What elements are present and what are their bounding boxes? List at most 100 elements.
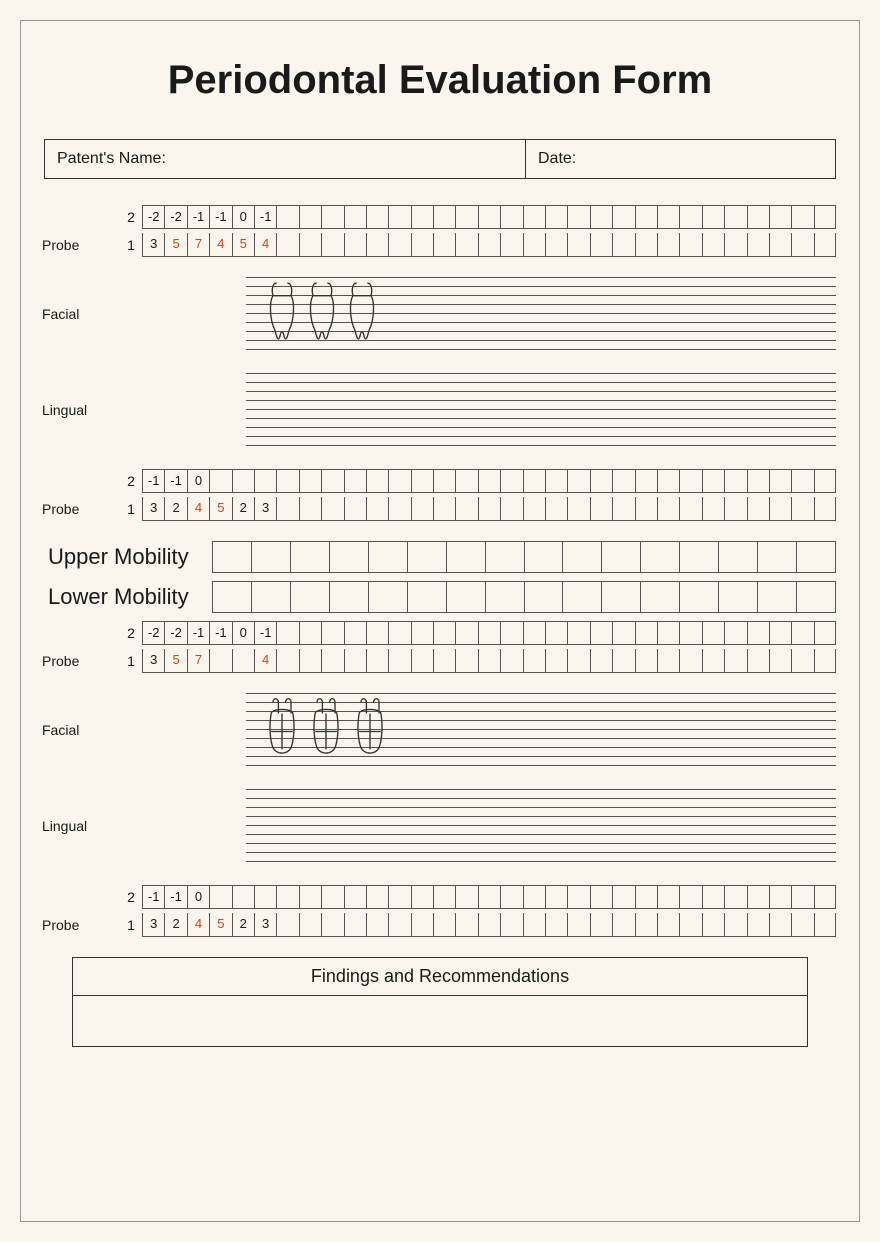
grid-cell[interactable]: -1 — [254, 621, 276, 645]
mobility-cell[interactable] — [718, 581, 757, 613]
grid-cell[interactable]: 5 — [232, 233, 254, 257]
grid-cell[interactable] — [299, 497, 321, 521]
mobility-cell[interactable] — [485, 581, 524, 613]
grid-cell[interactable] — [478, 205, 500, 229]
grid-cell[interactable] — [366, 497, 388, 521]
grid-cell[interactable] — [455, 205, 477, 229]
grid-cell[interactable] — [232, 885, 254, 909]
grid-cell[interactable] — [344, 469, 366, 493]
grid-cell[interactable] — [791, 913, 813, 937]
grid-cell[interactable]: 5 — [209, 497, 231, 521]
grid-cell[interactable] — [791, 885, 813, 909]
grid-cell[interactable] — [299, 621, 321, 645]
grid-cell[interactable] — [500, 621, 522, 645]
grid-cell[interactable] — [612, 885, 634, 909]
grid-row[interactable]: -1-10 — [142, 885, 836, 909]
grid-cell[interactable] — [433, 233, 455, 257]
patient-name-label[interactable]: Patent's Name: — [45, 140, 526, 178]
grid-cell[interactable] — [679, 649, 701, 673]
grid-cell[interactable] — [791, 649, 813, 673]
grid-cell[interactable] — [433, 205, 455, 229]
grid-row[interactable]: -1-10 — [142, 469, 836, 493]
mobility-cell[interactable] — [796, 541, 836, 573]
grid-cell[interactable] — [747, 497, 769, 521]
grid-cell[interactable] — [657, 497, 679, 521]
grid-cell[interactable] — [702, 621, 724, 645]
grid-cell[interactable] — [299, 649, 321, 673]
grid-cell[interactable] — [433, 469, 455, 493]
grid-cell[interactable] — [679, 233, 701, 257]
grid-cell[interactable]: 0 — [187, 469, 209, 493]
grid-cell[interactable] — [276, 233, 298, 257]
grid-cell[interactable] — [814, 205, 836, 229]
grid-cell[interactable] — [657, 885, 679, 909]
grid-cell[interactable] — [545, 497, 567, 521]
grid-cell[interactable]: 3 — [254, 497, 276, 521]
grid-row[interactable]: 357454 — [142, 233, 836, 257]
grid-cell[interactable] — [232, 649, 254, 673]
grid-cell[interactable] — [769, 885, 791, 909]
mobility-cell[interactable] — [329, 581, 368, 613]
grid-cell[interactable]: 4 — [209, 233, 231, 257]
grid-cell[interactable] — [567, 233, 589, 257]
grid-cell[interactable]: -1 — [164, 885, 186, 909]
grid-cell[interactable]: 7 — [187, 233, 209, 257]
grid-cell[interactable] — [590, 885, 612, 909]
grid-cell[interactable] — [433, 885, 455, 909]
grid-cell[interactable] — [567, 885, 589, 909]
grid-cell[interactable] — [500, 233, 522, 257]
grid-cell[interactable] — [657, 649, 679, 673]
grid-cell[interactable] — [523, 913, 545, 937]
grid-cell[interactable] — [344, 233, 366, 257]
grid-cell[interactable] — [679, 885, 701, 909]
grid-cell[interactable]: 0 — [187, 885, 209, 909]
grid-cell[interactable] — [344, 621, 366, 645]
grid-cell[interactable] — [814, 885, 836, 909]
grid-cell[interactable] — [590, 233, 612, 257]
grid-cell[interactable]: 0 — [232, 205, 254, 229]
lined-area[interactable] — [246, 693, 836, 767]
grid-cell[interactable] — [299, 233, 321, 257]
grid-cell[interactable] — [366, 233, 388, 257]
grid-cell[interactable] — [209, 469, 231, 493]
grid-cell[interactable] — [590, 621, 612, 645]
grid-cell[interactable] — [747, 469, 769, 493]
grid-cell[interactable] — [702, 649, 724, 673]
grid-cell[interactable] — [724, 497, 746, 521]
grid-cell[interactable] — [321, 913, 343, 937]
grid-cell[interactable] — [635, 233, 657, 257]
grid-cell[interactable] — [814, 913, 836, 937]
grid-cell[interactable] — [814, 469, 836, 493]
grid-cell[interactable] — [523, 649, 545, 673]
grid-cell[interactable]: -1 — [187, 205, 209, 229]
grid-cell[interactable] — [321, 469, 343, 493]
grid-cell[interactable] — [545, 469, 567, 493]
grid-cell[interactable] — [388, 205, 410, 229]
grid-cell[interactable] — [366, 469, 388, 493]
grid-cell[interactable]: 4 — [187, 913, 209, 937]
mobility-cell[interactable] — [640, 541, 679, 573]
grid-cell[interactable] — [276, 885, 298, 909]
grid-cell[interactable] — [545, 621, 567, 645]
grid-cell[interactable] — [388, 913, 410, 937]
grid-cell[interactable] — [657, 913, 679, 937]
mobility-cell[interactable] — [251, 581, 290, 613]
grid-cell[interactable] — [254, 469, 276, 493]
grid-cell[interactable]: -1 — [187, 621, 209, 645]
grid-cell[interactable] — [321, 885, 343, 909]
grid-cell[interactable] — [411, 205, 433, 229]
grid-cell[interactable] — [679, 913, 701, 937]
grid-cell[interactable] — [612, 469, 634, 493]
grid-cell[interactable] — [500, 469, 522, 493]
grid-cell[interactable] — [388, 885, 410, 909]
grid-cell[interactable] — [411, 885, 433, 909]
grid-cell[interactable] — [545, 885, 567, 909]
grid-cell[interactable] — [657, 621, 679, 645]
grid-cell[interactable] — [366, 205, 388, 229]
grid-cell[interactable]: 2 — [164, 497, 186, 521]
grid-cell[interactable] — [478, 469, 500, 493]
grid-cell[interactable] — [635, 649, 657, 673]
grid-cell[interactable]: 2 — [232, 913, 254, 937]
grid-cell[interactable] — [500, 649, 522, 673]
mobility-cell[interactable] — [446, 541, 485, 573]
